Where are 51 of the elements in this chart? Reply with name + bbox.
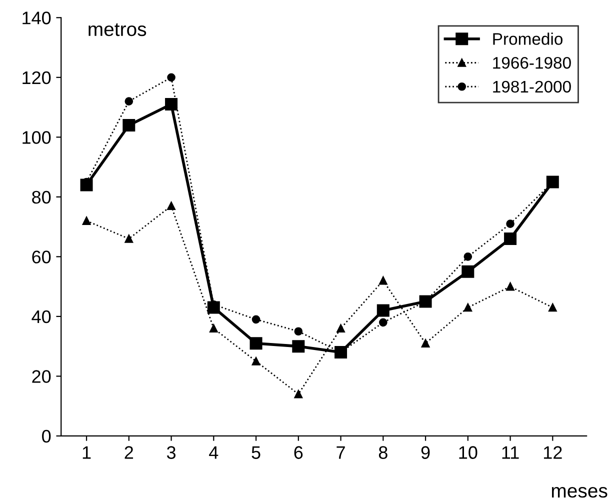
point: [504, 232, 517, 245]
x-tick-label: 12: [544, 446, 562, 459]
point: [378, 276, 388, 285]
point: [506, 220, 514, 228]
point: [167, 202, 176, 210]
point: [250, 337, 262, 350]
y-axis-title: metros: [88, 23, 146, 36]
x-tick-label: 1: [82, 446, 91, 459]
point: [124, 234, 134, 243]
point: [506, 282, 514, 291]
y-tick-label: 0: [42, 430, 51, 443]
point: [376, 304, 390, 317]
point: [294, 327, 303, 336]
point: [421, 339, 430, 348]
x-tick-label: 11: [502, 446, 519, 459]
point: [464, 303, 472, 312]
point: [209, 324, 218, 333]
y-tick-label: 60: [32, 250, 51, 264]
x-tick-label: 8: [378, 446, 388, 459]
legend-label: Promedio: [493, 32, 562, 45]
x-tick-label: 2: [124, 446, 134, 459]
legend-label: 1981-2000: [493, 80, 571, 93]
point: [336, 324, 345, 333]
x-tick-label: 9: [421, 446, 430, 459]
point: [167, 73, 176, 82]
x-tick-label: 5: [252, 446, 260, 459]
x-tick-label: 3: [166, 446, 176, 459]
x-tick-label: 7: [336, 446, 345, 459]
y-tick-label: 80: [32, 190, 51, 204]
y-tick-label: 140: [22, 12, 51, 24]
point: [294, 390, 303, 398]
y-tick-label: 100: [22, 131, 51, 144]
y-tick-label: 40: [32, 310, 51, 324]
point: [122, 118, 136, 132]
point: [462, 265, 474, 278]
point: [464, 252, 472, 261]
x-tick-label: 10: [459, 446, 478, 459]
legend-label: 1966-1980: [493, 56, 571, 69]
y-tick-label: 120: [22, 71, 51, 84]
point: [548, 303, 557, 312]
point: [124, 97, 134, 106]
point: [82, 216, 91, 225]
x-axis-title: meses: [552, 486, 608, 498]
point: [252, 357, 260, 366]
y-tick-label: 20: [32, 370, 51, 383]
point: [378, 318, 388, 327]
point: [252, 315, 260, 324]
point: [292, 340, 305, 353]
point: [165, 98, 178, 111]
x-tick-label: 4: [209, 446, 218, 459]
x-tick-label: 6: [294, 446, 303, 459]
